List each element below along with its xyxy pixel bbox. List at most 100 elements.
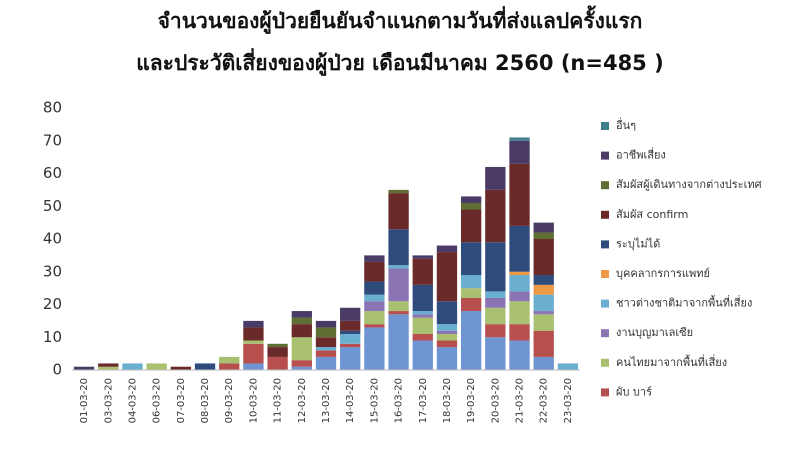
x-tick-label: 07-03-20 (176, 378, 187, 423)
x-tick-label: 18-03-20 (442, 378, 453, 423)
bar-segment (243, 320, 264, 328)
bar-segment (219, 356, 240, 364)
bar-segment (340, 347, 361, 370)
bar-segment (412, 340, 433, 370)
legend-swatch (601, 240, 609, 249)
bar-segment (460, 209, 482, 243)
bar-segment (485, 297, 506, 308)
legend-swatch (601, 151, 609, 160)
bar-segment (509, 291, 530, 302)
legend-label: บุคคลากรการแพทย์ (616, 267, 710, 280)
x-tick-label: 15-03-20 (369, 378, 380, 423)
bar-segment (388, 193, 409, 230)
bar-segment (485, 337, 506, 370)
bar-segment (388, 265, 409, 269)
bar-segment (364, 294, 385, 302)
y-tick-label: 10 (43, 328, 62, 346)
bar-segment (509, 275, 530, 292)
bar-segment (557, 363, 579, 370)
bar-segment (436, 245, 458, 253)
bar-segment (170, 366, 192, 370)
bar-segment (509, 225, 530, 272)
legend-label: อื่นๆ (616, 117, 636, 132)
bar-segment (460, 288, 482, 298)
bar-segment (340, 330, 361, 334)
x-tick-label: 09-03-20 (224, 378, 235, 423)
bar-segment (388, 189, 409, 194)
bar-segment (291, 360, 312, 367)
x-tick-label: 14-03-20 (345, 378, 356, 423)
bar-segment (122, 363, 143, 370)
bar-segment (267, 343, 288, 348)
bar-segment (388, 311, 409, 315)
legend-swatch (601, 358, 609, 367)
x-tick-label: 13-03-20 (321, 378, 332, 423)
bar-segment (436, 333, 458, 341)
bar-segment (315, 356, 337, 370)
bar-segment (291, 311, 312, 318)
bar-segment (485, 307, 506, 325)
x-tick-label: 06-03-20 (152, 378, 163, 423)
x-tick-label: 04-03-20 (127, 378, 138, 423)
y-tick-label: 50 (43, 197, 62, 215)
bar-segment (364, 327, 385, 370)
bar-segment (533, 311, 554, 315)
bar-segment (340, 307, 361, 321)
bar-segment (388, 268, 409, 302)
bar-segment (291, 324, 312, 338)
y-tick-label: 80 (43, 99, 62, 117)
bar-segment (73, 366, 95, 370)
x-tick-label: 21-03-20 (515, 378, 526, 423)
bar-segment (509, 140, 530, 164)
bar-segment (388, 301, 409, 312)
bar-segment (533, 356, 554, 370)
bar-segment (388, 229, 409, 266)
bar-segment (267, 347, 288, 357)
bar-segment (509, 340, 530, 370)
bar-segment (243, 327, 264, 341)
y-tick-label: 30 (43, 262, 62, 280)
bar-segment (412, 314, 433, 318)
legend-swatch (601, 270, 609, 278)
bar-segment (485, 242, 506, 292)
bar-segment (291, 337, 312, 361)
legend-label: งานบุญมาเลเซีย (616, 326, 693, 339)
bar-segment (364, 301, 385, 312)
x-tick-label: 10-03-20 (248, 378, 259, 423)
bar-segment (533, 275, 554, 285)
bar-segment (291, 317, 312, 325)
bar-segment (485, 189, 506, 243)
bar-segment (315, 327, 337, 338)
chart-title: จำนวนของผู้ป่วยยืนยันจำแนกตามวันที่ส่งแล… (158, 5, 643, 35)
bar-segment (98, 366, 119, 370)
bar-segment (219, 363, 240, 370)
bar-segment (412, 284, 433, 312)
legend-label: ชาวต่างชาติมาจากพื้นที่เสี่ยง (616, 295, 752, 310)
bar-segment (509, 271, 530, 276)
legend-label: คนไทยมาจากพื้นที่เสี่ยง (616, 354, 727, 369)
x-tick-label: 12-03-20 (297, 378, 308, 423)
bar-segment (194, 363, 216, 370)
bar-segment (509, 324, 530, 341)
bar-segment (291, 366, 312, 370)
x-tick-label: 01-03-20 (79, 378, 90, 423)
legend-swatch (601, 329, 609, 338)
bar-segment (364, 324, 385, 328)
bar-segment (485, 166, 506, 190)
bar-segment (267, 356, 288, 370)
bar-segment (436, 340, 458, 348)
x-tick-label: 16-03-20 (394, 378, 405, 423)
x-tick-label: 20-03-20 (490, 378, 501, 423)
bar-segment (533, 330, 554, 357)
x-tick-label: 23-03-20 (563, 378, 574, 423)
bar-segment (509, 137, 530, 141)
bar-segment (364, 255, 385, 262)
chart-subtitle: และประวัติเสี่ยงของผู้ป่วย เดือนมีนาคม 2… (136, 47, 663, 77)
legend-label: สัมผัส confirm (616, 208, 688, 221)
bar-segment (460, 202, 482, 210)
bar-segment (533, 294, 554, 312)
bar-segment (340, 343, 361, 348)
bar-segment (364, 311, 385, 325)
bar-segment (243, 343, 264, 364)
bar-segment (412, 255, 433, 259)
